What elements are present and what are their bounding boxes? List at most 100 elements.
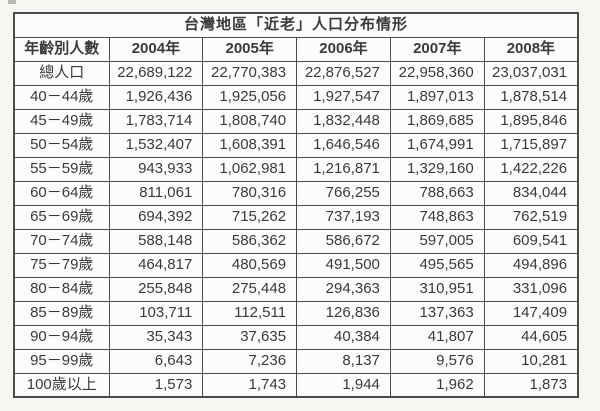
- population-value: 40,384: [296, 324, 391, 350]
- population-value: 103,711: [108, 300, 204, 326]
- population-value: 22,770,383: [202, 60, 298, 86]
- population-value: 1,646,546: [296, 132, 391, 158]
- table-row: 總人口 22,689,122 22,770,383 22,876,527 22,958,…: [13, 60, 579, 86]
- population-value: 1,715,897: [483, 132, 579, 158]
- table-row: 55－59歲 943,933 1,062,981 1,216,871 1,329,160…: [13, 156, 579, 182]
- population-value: 597,005: [389, 228, 485, 254]
- column-header-year: 2008年: [483, 36, 579, 62]
- population-value: 1,832,448: [296, 108, 391, 134]
- table-row: 60－64歲 811,061 780,316 766,255 788,663 834,04…: [13, 180, 579, 206]
- population-value: 737,193: [296, 204, 391, 230]
- population-value: 7,236: [202, 348, 298, 374]
- table-row: 90－94歲 35,343 37,635 40,384 41,807 44,605: [13, 324, 579, 350]
- table-body: 總人口 22,689,122 22,770,383 22,876,527 22,958,…: [13, 60, 579, 398]
- population-value: 331,096: [483, 276, 579, 302]
- age-group-label: 60－64歲: [13, 180, 110, 206]
- population-value: 294,363: [296, 276, 391, 302]
- population-value: 1,329,160: [389, 156, 485, 182]
- column-header-year: 2005年: [202, 36, 298, 62]
- table-row: 85－89歲 103,711 112,511 126,836 137,363 147,40…: [13, 300, 579, 326]
- population-value: 495,565: [389, 252, 485, 278]
- population-value: 44,605: [483, 324, 579, 350]
- column-header-year: 2006年: [296, 36, 391, 62]
- population-value: 1,783,714: [108, 108, 204, 134]
- title-row: 台灣地區「近老」人口分布情形: [13, 12, 579, 38]
- population-value: 694,392: [108, 204, 204, 230]
- column-header-age-group: 年齡別人數: [13, 36, 110, 62]
- population-value: 6,643: [108, 348, 204, 374]
- population-value: 1,869,685: [389, 108, 485, 134]
- age-group-label: 90－94歲: [13, 324, 110, 350]
- population-value: 748,863: [389, 204, 485, 230]
- population-value: 35,343: [108, 324, 204, 350]
- population-value: 494,896: [483, 252, 579, 278]
- population-value: 1,926,436: [108, 84, 204, 110]
- table-row: 45－49歲 1,783,714 1,808,740 1,832,448 1,869,6…: [13, 108, 579, 134]
- population-value: 1,422,226: [483, 156, 579, 182]
- population-value: 10,281: [483, 348, 579, 374]
- table-row: 100歲以上 1,573 1,743 1,944 1,962 1,873: [13, 372, 579, 398]
- scan-artifact: [8, 0, 16, 4]
- header-row: 年齡別人數 2004年 2005年 2006年 2007年 2008年: [13, 36, 579, 62]
- age-group-label: 65－69歲: [13, 204, 110, 230]
- population-value: 588,148: [108, 228, 204, 254]
- population-value: 1,873: [483, 372, 579, 398]
- population-value: 9,576: [389, 348, 485, 374]
- population-value: 762,519: [483, 204, 579, 230]
- population-value: 491,500: [296, 252, 391, 278]
- table-title: 台灣地區「近老」人口分布情形: [13, 12, 579, 38]
- age-group-label: 45－49歲: [13, 108, 110, 134]
- population-value: 1,808,740: [202, 108, 298, 134]
- population-value: 1,743: [202, 372, 298, 398]
- population-value: 310,951: [389, 276, 485, 302]
- population-value: 22,876,527: [296, 60, 391, 86]
- population-value: 137,363: [389, 300, 485, 326]
- population-value: 1,608,391: [202, 132, 298, 158]
- population-value: 766,255: [296, 180, 391, 206]
- column-header-year: 2007年: [389, 36, 485, 62]
- table-row: 40－44歲 1,926,436 1,925,056 1,927,547 1,897,0…: [13, 84, 579, 110]
- population-value: 609,541: [483, 228, 579, 254]
- population-value: 1,925,056: [202, 84, 298, 110]
- population-value: 1,674,991: [389, 132, 485, 158]
- population-value: 1,962: [389, 372, 485, 398]
- population-value: 22,689,122: [108, 60, 204, 86]
- population-distribution-table: 台灣地區「近老」人口分布情形 年齡別人數 2004年 2005年 2006年 2007年…: [13, 12, 580, 398]
- age-group-label: 70－74歲: [13, 228, 110, 254]
- population-value: 255,848: [108, 276, 204, 302]
- population-value: 834,044: [483, 180, 579, 206]
- population-value: 112,511: [202, 300, 298, 326]
- table-row: 75－79歲 464,817 480,569 491,500 495,565 494,89…: [13, 252, 579, 278]
- population-value: 586,362: [202, 228, 298, 254]
- population-value: 1,895,846: [483, 108, 579, 134]
- table-row: 80－84歲 255,848 275,448 294,363 310,951 331,09…: [13, 276, 579, 302]
- column-header-year: 2004年: [108, 36, 204, 62]
- population-value: 788,663: [389, 180, 485, 206]
- population-value: 1,532,407: [108, 132, 204, 158]
- population-value: 586,672: [296, 228, 391, 254]
- age-group-label: 55－59歲: [13, 156, 110, 182]
- population-value: 126,836: [296, 300, 391, 326]
- population-value: 23,037,031: [483, 60, 579, 86]
- population-value: 1,927,547: [296, 84, 391, 110]
- population-value: 1,897,013: [389, 84, 485, 110]
- population-value: 943,933: [108, 156, 204, 182]
- population-value: 1,573: [108, 372, 204, 398]
- table-row: 65－69歲 694,392 715,262 737,193 748,863 762,51…: [13, 204, 579, 230]
- age-group-label: 100歲以上: [13, 372, 110, 398]
- age-group-label: 40－44歲: [13, 84, 110, 110]
- population-value: 480,569: [202, 252, 298, 278]
- population-value: 275,448: [202, 276, 298, 302]
- population-value: 37,635: [202, 324, 298, 350]
- age-group-label: 80－84歲: [13, 276, 110, 302]
- age-group-label: 85－89歲: [13, 300, 110, 326]
- age-group-label: 總人口: [13, 60, 110, 86]
- population-value: 780,316: [202, 180, 298, 206]
- population-value: 41,807: [389, 324, 485, 350]
- table-row: 95－99歲 6,643 7,236 8,137 9,576 10,281: [13, 348, 579, 374]
- age-group-label: 50－54歲: [13, 132, 110, 158]
- population-value: 715,262: [202, 204, 298, 230]
- population-value: 1,878,514: [483, 84, 579, 110]
- age-group-label: 75－79歲: [13, 252, 110, 278]
- population-value: 1,944: [296, 372, 391, 398]
